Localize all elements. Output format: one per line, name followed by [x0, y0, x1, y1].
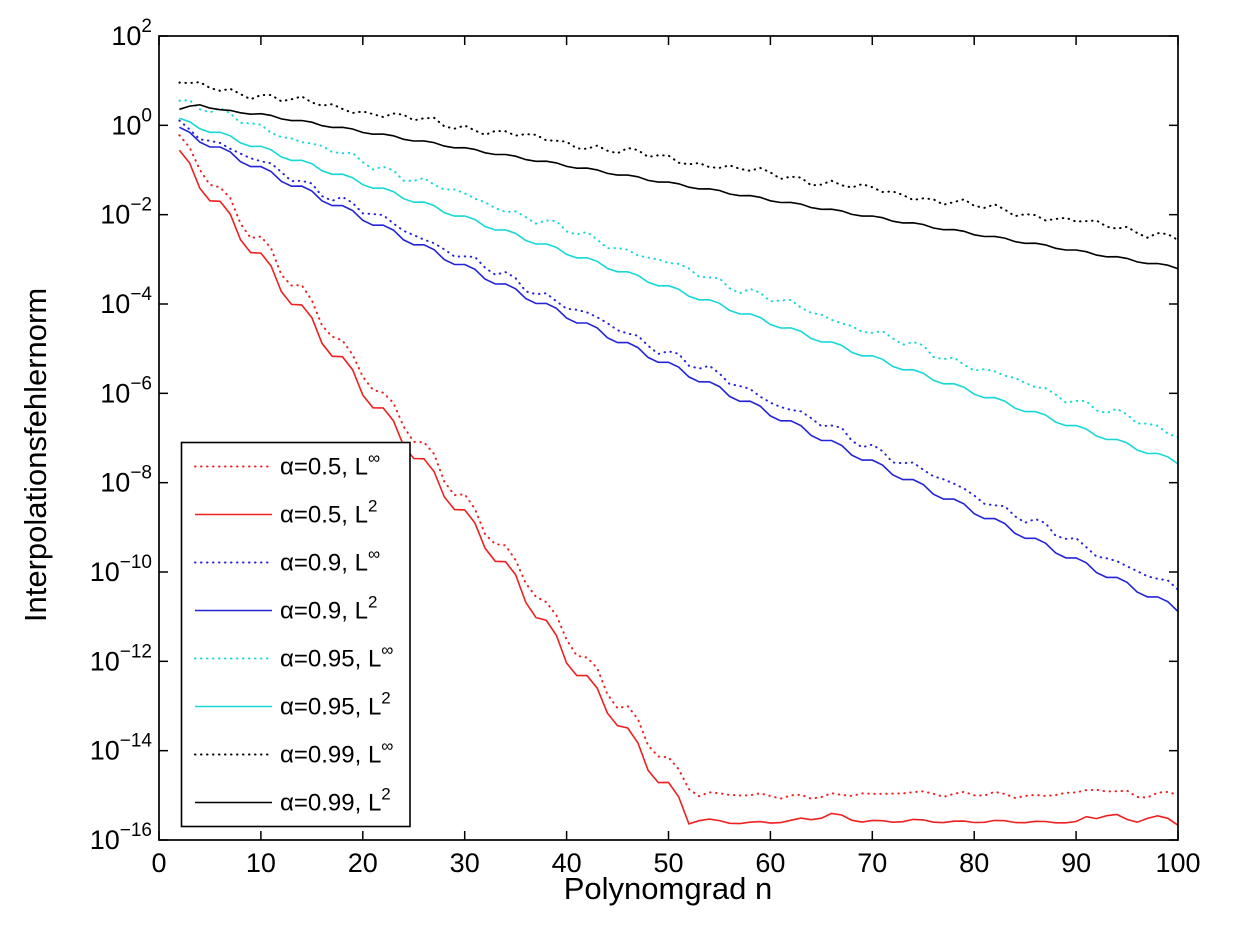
legend-label: α=0.95, L∞: [280, 641, 393, 673]
legend-label: α=0.5, L∞: [280, 449, 380, 481]
y-axis-label: Interpolationsfehlernorm: [18, 288, 53, 622]
x-tick-label: 30: [450, 848, 480, 878]
legend-entry-alpha-0.9-L2: α=0.9, L2: [195, 593, 377, 625]
series-line-alpha-0.95-L2: [179, 117, 1179, 465]
y-tick-label: 10−2: [100, 195, 152, 230]
x-tick-label: 90: [1061, 848, 1091, 878]
series-line-alpha-0.99-Linf: [178, 81, 1179, 242]
legend-entry-alpha-0.5-L2: α=0.5, L2: [195, 497, 377, 529]
y-tick-label: 10−12: [90, 641, 152, 676]
legend-label: α=0.99, L2: [280, 785, 391, 817]
x-tick-label: 10: [246, 848, 276, 878]
legend-label: α=0.9, L∞: [280, 545, 380, 577]
legend-entry-alpha-0.99-L2: α=0.99, L2: [195, 785, 391, 817]
y-tick-label: 100: [111, 105, 152, 140]
legend-entry-alpha-0.5-Linf: α=0.5, L∞: [194, 449, 380, 481]
legend-label: α=0.95, L2: [280, 689, 391, 721]
series-line-alpha-0.95-Linf: [178, 99, 1179, 439]
legend-label: α=0.5, L2: [280, 497, 377, 529]
legend-label: α=0.9, L2: [280, 593, 377, 625]
y-tick-label: 102: [111, 16, 152, 51]
legend-entry-alpha-0.9-Linf: α=0.9, L∞: [194, 545, 380, 577]
series-line-alpha-0.9-L2: [179, 126, 1179, 613]
x-tick-label: 50: [653, 848, 683, 878]
legend: α=0.5, L∞ α=0.5, L2 α=0.9, L∞ α=0.9, L2 α=0.…: [180, 441, 411, 828]
legend-label: α=0.99, L∞: [280, 737, 393, 769]
x-tick-label: 100: [1155, 848, 1200, 878]
x-tick-label: 80: [959, 848, 989, 878]
x-axis-label: Polynomgrad n: [564, 871, 773, 906]
x-tick-label: 70: [857, 848, 887, 878]
x-tick-label: 60: [755, 848, 785, 878]
x-tick-label: 0: [151, 848, 166, 878]
x-tick-label: 20: [348, 848, 378, 878]
y-tick-label: 10−10: [90, 552, 152, 587]
series-line-alpha-0.5-L2: [178, 149, 1179, 826]
legend-entry-alpha-0.95-L2: α=0.95, L2: [195, 689, 391, 721]
legend-entry-alpha-0.95-Linf: α=0.95, L∞: [194, 641, 393, 673]
y-tick-label: 10−14: [90, 731, 153, 766]
legend-box: [180, 441, 411, 828]
x-tick-label: 40: [552, 848, 582, 878]
y-tick-label: 10−8: [100, 463, 152, 498]
y-tick-label: 10−6: [100, 373, 152, 408]
y-tick-label: 10−4: [100, 284, 152, 319]
series-line-alpha-0.9-Linf: [178, 119, 1179, 591]
series-line-alpha-0.99-L2: [179, 103, 1179, 270]
legend-entry-alpha-0.99-Linf: α=0.99, L∞: [194, 737, 393, 769]
plot-layer: 0 10 20 30 40 50 60 70 80 90 100 102 100 10−2 10−4 10−6…: [90, 16, 1201, 878]
y-tick-label: 10−16: [90, 820, 152, 855]
